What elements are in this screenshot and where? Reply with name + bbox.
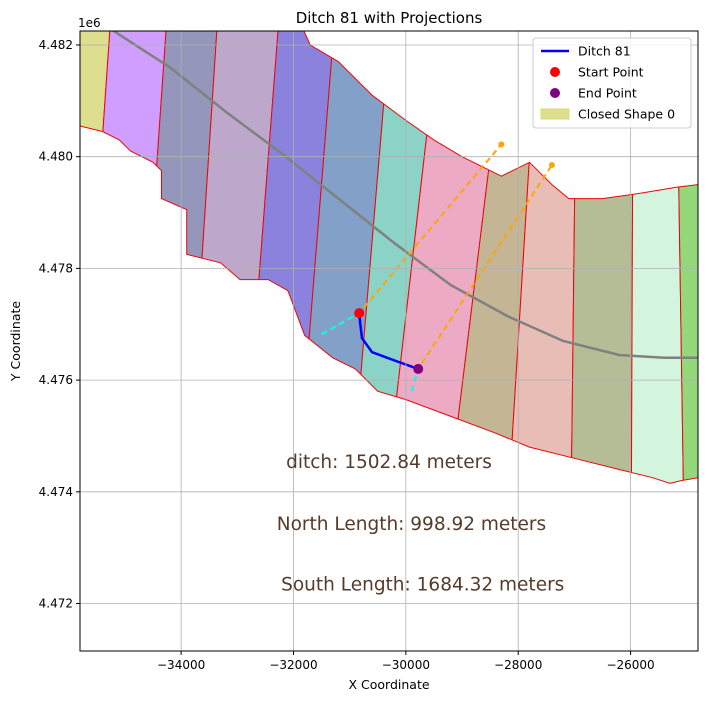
y-tick-label: 4.476: [39, 373, 73, 387]
x-tick-label: −32000: [269, 658, 317, 672]
cyan-projection-segment-0: [321, 312, 360, 336]
legend-swatch-patch: [540, 108, 570, 120]
legend-label: End Point: [578, 86, 637, 101]
legend: Ditch 81 Start Point End Point Closed Shape…: [532, 37, 692, 129]
grid-layer: [80, 31, 698, 651]
chart-title: Ditch 81 with Projections: [296, 9, 483, 27]
ticks-layer: −34000 −32000 −30000 −28000 −26000 4.472 4.474…: [39, 38, 655, 672]
legend-box: [532, 37, 692, 129]
ditch-line: [357, 312, 419, 371]
land-band-12: [674, 31, 698, 484]
annotation-text-0: ditch: 1502.84 meters: [286, 452, 492, 473]
legend-swatch-marker: [550, 88, 560, 98]
boundary-north: [303, 31, 698, 200]
annotations: ditch: 1502.84 meters North Length: 998.9…: [277, 452, 565, 596]
y-offset-label: 1e6: [78, 16, 101, 30]
y-tick-label: 4.478: [39, 261, 73, 275]
y-tick-label: 4.472: [39, 597, 73, 611]
legend-label: Start Point: [578, 65, 644, 80]
end-point-marker: [413, 363, 424, 374]
y-tick-label: 4.474: [39, 485, 73, 499]
x-tick-label: −34000: [157, 658, 205, 672]
x-tick-label: −30000: [382, 658, 430, 672]
legend-swatch-marker: [550, 67, 560, 77]
legend-label: Closed Shape 0: [578, 107, 675, 122]
x-tick-label: −28000: [494, 658, 542, 672]
projection-endpoint-0: [498, 141, 505, 148]
projection-endpoint-1: [548, 162, 555, 169]
y-tick-label: 4.482: [39, 38, 73, 52]
x-axis-title: X Coordinate: [348, 677, 429, 692]
annotation-text-2: South Length: 1684.32 meters: [281, 575, 564, 596]
x-tick-label: −26000: [606, 658, 654, 672]
annotation-text-1: North Length: 998.92 meters: [277, 514, 546, 535]
centerline: [110, 31, 698, 360]
legend-label: Ditch 81: [578, 44, 631, 59]
y-tick-label: 4.480: [39, 150, 73, 164]
axes-frame: [79, 30, 699, 652]
boundary-south: [80, 125, 698, 484]
y-axis-title: Y Coordinate: [8, 301, 23, 382]
land-band-1: [80, 31, 171, 484]
start-point-marker: [354, 308, 365, 319]
